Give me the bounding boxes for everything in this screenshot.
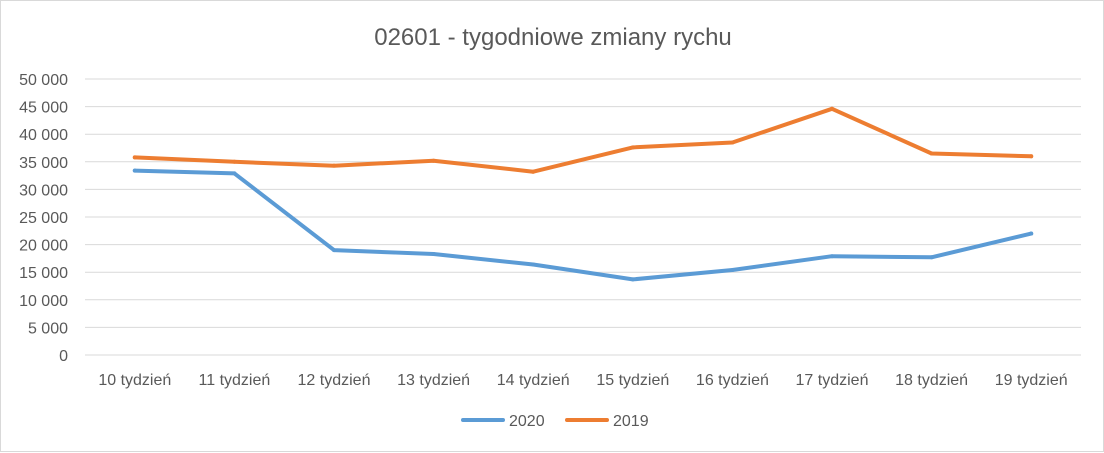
y-tick-label: 15 000 bbox=[19, 265, 68, 282]
data-point bbox=[531, 169, 536, 174]
data-point bbox=[431, 158, 436, 163]
data-point bbox=[929, 255, 934, 260]
data-point bbox=[132, 168, 137, 173]
x-tick-label: 19 tydzień bbox=[995, 372, 1068, 389]
x-tick-label: 17 tydzień bbox=[796, 372, 869, 389]
y-tick-label: 45 000 bbox=[19, 100, 68, 117]
y-tick-label: 25 000 bbox=[19, 210, 68, 227]
legend-label: 2019 bbox=[613, 413, 649, 430]
data-point bbox=[232, 159, 237, 164]
y-tick-label: 0 bbox=[59, 348, 68, 365]
data-point bbox=[1029, 154, 1034, 159]
data-point bbox=[630, 277, 635, 282]
y-axis-ticks: 0 5 000 10 000 15 000 20 000 25 000 30 000 35 0… bbox=[19, 72, 68, 365]
y-tick-label: 20 000 bbox=[19, 238, 68, 255]
data-point bbox=[531, 262, 536, 267]
y-tick-label: 10 000 bbox=[19, 293, 68, 310]
series-line-2019 bbox=[132, 106, 1034, 174]
data-point bbox=[730, 267, 735, 272]
data-point bbox=[730, 140, 735, 145]
x-tick-label: 10 tydzień bbox=[98, 372, 171, 389]
data-point bbox=[232, 171, 237, 176]
data-point bbox=[929, 151, 934, 156]
series-line-2020 bbox=[132, 168, 1034, 282]
chart-title: 02601 - tygodniowe zmiany rychu bbox=[374, 24, 732, 51]
y-tick-label: 35 000 bbox=[19, 155, 68, 172]
data-point bbox=[332, 163, 336, 168]
y-tick-label: 30 000 bbox=[19, 182, 68, 199]
x-axis-ticks: 10 tydzień 11 tydzień 12 tydzień 13 tydzień… bbox=[98, 372, 1067, 389]
y-tick-label: 5 000 bbox=[28, 320, 68, 337]
data-point bbox=[630, 145, 635, 150]
data-point bbox=[332, 248, 336, 253]
data-point bbox=[830, 254, 834, 259]
data-point bbox=[830, 106, 834, 111]
x-tick-label: 16 tydzień bbox=[696, 372, 769, 389]
y-tick-label: 40 000 bbox=[19, 127, 68, 144]
series-lines bbox=[132, 106, 1034, 282]
x-tick-label: 14 tydzień bbox=[497, 372, 570, 389]
data-point bbox=[431, 251, 436, 256]
gridlines bbox=[85, 78, 1081, 356]
x-tick-label: 13 tydzień bbox=[397, 372, 470, 389]
data-point bbox=[132, 155, 137, 160]
x-tick-label: 18 tydzień bbox=[895, 372, 968, 389]
x-tick-label: 15 tydzień bbox=[596, 372, 669, 389]
x-tick-label: 12 tydzień bbox=[298, 372, 371, 389]
legend: 2020 2019 bbox=[461, 413, 649, 430]
x-tick-label: 11 tydzień bbox=[199, 372, 271, 389]
legend-label: 2020 bbox=[509, 413, 545, 430]
data-point bbox=[1029, 231, 1034, 236]
y-tick-label: 50 000 bbox=[19, 72, 68, 89]
